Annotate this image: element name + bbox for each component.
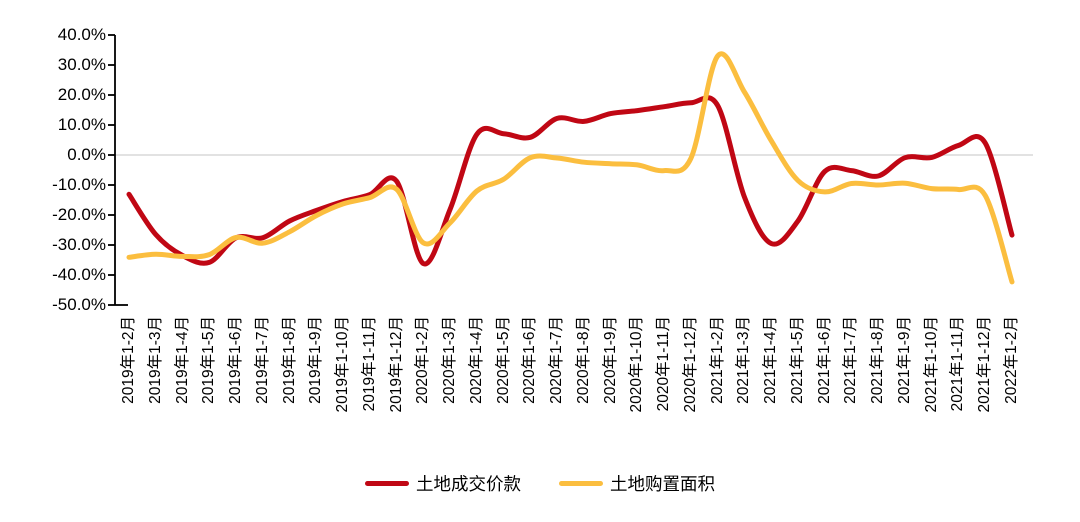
x-axis-tick-label: 2021年1-12月 [976, 316, 994, 413]
legend-item-land-purchase-area: 土地购置面积 [559, 471, 715, 496]
x-axis-tick-label: 2020年1-9月 [601, 316, 619, 404]
x-axis-tick-label: 2021年1-9月 [895, 316, 913, 404]
y-axis-tick-label: -30.0% [52, 235, 106, 254]
x-axis-tick-label: 2020年1-8月 [574, 316, 592, 404]
x-axis-tick-label: 2021年1-6月 [815, 316, 833, 404]
x-axis-tick-label: 2019年1-3月 [146, 316, 164, 404]
x-axis-tick-label: 2019年1-9月 [307, 316, 325, 404]
x-axis-tick-label: 2019年1-11月 [360, 316, 378, 412]
x-axis-tick-label: 2019年1-6月 [227, 316, 245, 404]
legend-item-land-transaction-price: 土地成交价款 [365, 471, 521, 496]
x-axis-tick-label: 2021年1-11月 [949, 316, 967, 412]
x-axis-tick-label: 2020年1-12月 [681, 316, 699, 413]
x-axis-tick-label: 2020年1-3月 [441, 316, 459, 404]
legend-label: 土地成交价款 [416, 474, 521, 494]
x-axis-tick-label: 2019年1-4月 [173, 316, 191, 404]
x-axis-tick-label: 2021年1-7月 [842, 316, 860, 404]
y-axis-tick-label: 40.0% [57, 25, 106, 44]
x-axis-tick-label: 2019年1-12月 [387, 316, 405, 413]
legend: 土地成交价款 土地购置面积 [0, 471, 1080, 496]
y-axis-tick-label: -20.0% [52, 205, 106, 224]
x-axis-tick-label: 2020年1-7月 [548, 316, 566, 404]
y-axis-tick-label: 10.0% [57, 115, 106, 134]
x-axis-tick-label: 2019年1-5月 [200, 316, 218, 404]
x-axis-tick-label: 2021年1-4月 [762, 316, 780, 404]
y-axis-tick-label: -40.0% [52, 265, 106, 284]
x-axis-tick-label: 2021年1-3月 [735, 316, 753, 404]
x-axis-tick-label: 2020年1-4月 [467, 316, 485, 404]
x-axis-tick-label: 2019年1-7月 [253, 316, 271, 404]
y-axis-tick-label: -10.0% [52, 175, 106, 194]
legend-swatch-yellow-line [559, 480, 603, 487]
x-axis-tick-label: 2019年1-8月 [280, 316, 298, 404]
x-axis-tick-label: 2019年1-10月 [334, 316, 352, 413]
x-axis-tick-label: 2022年1-2月 [1003, 316, 1020, 404]
x-axis-tick-label: 2021年1-8月 [869, 316, 887, 404]
x-axis-tick-label: 2020年1-2月 [414, 316, 432, 404]
series-line-land-transaction-price [126, 95, 1015, 267]
series-line-land-purchase-area [126, 51, 1015, 285]
x-axis-tick-label: 2021年1-10月 [922, 316, 940, 413]
x-axis-tick-label: 2021年1-5月 [788, 316, 806, 404]
y-axis-tick-label: -50.0% [52, 295, 106, 314]
legend-swatch-red-line [365, 480, 409, 487]
x-axis-tick-label: 2020年1-6月 [521, 316, 539, 404]
x-axis-tick-label: 2021年1-2月 [708, 316, 726, 404]
x-axis-tick-label: 2019年1-2月 [120, 316, 137, 404]
x-axis-tick-label: 2020年1-5月 [494, 316, 512, 404]
legend-label: 土地购置面积 [610, 474, 715, 494]
y-axis-tick-label: 30.0% [57, 55, 106, 74]
y-axis-tick-label: 0.0% [67, 145, 106, 164]
y-axis-tick-label: 20.0% [57, 85, 106, 104]
x-axis-tick-label: 2020年1-11月 [655, 316, 673, 412]
x-axis-tick-label: 2020年1-10月 [628, 316, 646, 413]
